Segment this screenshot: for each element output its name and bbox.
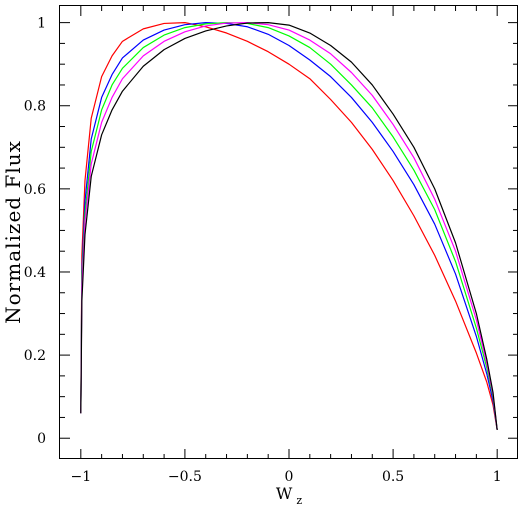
x-tick-label: 1 <box>493 469 502 485</box>
y-tick-label: 0.8 <box>24 99 46 115</box>
y-tick-label: 0.4 <box>24 265 46 281</box>
plot-frame <box>59 5 518 459</box>
series-line-4 <box>80 22 498 430</box>
y-tick-label: 0 <box>37 431 46 447</box>
x-tick-label: −0.5 <box>168 469 202 485</box>
series-line-2 <box>80 22 498 430</box>
x-axis-title: W z <box>276 484 302 507</box>
tick-layer: −1 −0.5 0 0.5 1 0 0.2 0.4 0.6 0.8 1 <box>24 6 518 485</box>
y-tick-label: 0.2 <box>24 348 46 364</box>
series-line-1 <box>80 22 498 431</box>
x-axis-title-subscript: z <box>296 494 302 507</box>
series-layer <box>80 22 498 431</box>
x-tick-label: −1 <box>70 469 91 485</box>
series-line-5 <box>80 22 498 430</box>
x-axis-title-main: W <box>276 484 293 503</box>
x-tick-label: 0 <box>285 469 294 485</box>
y-tick-label: 0.6 <box>24 182 46 198</box>
y-axis-title: Normalized Flux <box>1 140 25 324</box>
x-tick-label: 0.5 <box>382 469 404 485</box>
y-tick-label: 1 <box>37 16 46 32</box>
series-line-3 <box>80 22 498 430</box>
